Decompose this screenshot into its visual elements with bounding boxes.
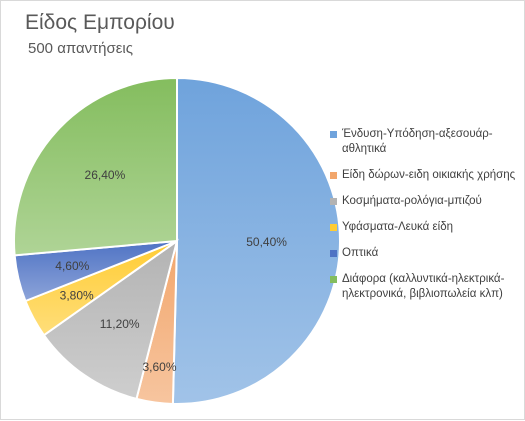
pie-data-labels: 50,40% 3,60% 11,20% 3,80% 4,60% 26,40%	[55, 168, 287, 374]
legend-swatch	[330, 198, 337, 205]
data-label-5: 4,60%	[55, 259, 89, 273]
legend-label: Οπτικά	[342, 247, 379, 259]
data-label-6: 26,40%	[85, 168, 126, 182]
legend-swatch	[330, 276, 337, 283]
data-label-3: 11,20%	[100, 317, 140, 331]
legend-label: Διάφορα (καλλυντικά-ηλεκτρικά-ηλεκτρονικ…	[342, 273, 505, 300]
chart-title: Είδος Εμπορίου	[25, 11, 175, 34]
legend-swatch	[330, 250, 337, 257]
legend-label: Υφάσματα-Λευκά είδη	[342, 221, 453, 233]
legend-entry-6: Διάφορα (καλλυντικά-ηλεκτρικά-ηλεκτρονικ…	[330, 272, 520, 302]
pie-slice-6	[13, 76, 178, 257]
legend-label: Ένδυση-Υπόδηση-αξεσουάρ-αθλητικά	[342, 128, 493, 155]
chart-legend: Ένδυση-Υπόδηση-αξεσουάρ-αθλητικά Είδη δώρ…	[330, 127, 520, 302]
pie-slice-1	[171, 76, 341, 405]
legend-label: Κοσμήματα-ρολόγια-μπιζού	[342, 195, 482, 207]
legend-entry-2: Είδη δώρων-ειδη οικιακής χρήσης	[330, 168, 520, 183]
legend-entry-4: Υφάσματα-Λευκά είδη	[330, 220, 520, 235]
legend-entry-3: Κοσμήματα-ρολόγια-μπιζού	[330, 194, 520, 209]
legend-label: Είδη δώρων-ειδη οικιακής χρήσης	[342, 169, 516, 181]
legend-swatch	[330, 172, 337, 179]
data-label-2: 3,60%	[142, 360, 176, 374]
legend-entry-5: Οπτικά	[330, 246, 520, 261]
data-label-1: 50,40%	[246, 235, 287, 249]
legend-swatch	[330, 224, 337, 231]
data-label-4: 3,80%	[60, 288, 94, 302]
pie-slices	[13, 76, 341, 405]
pie-slice-3	[42, 238, 179, 401]
chart-subtitle: 500 απαντήσεις	[28, 40, 133, 57]
legend-swatch	[330, 131, 337, 138]
legend-entry-1: Ένδυση-Υπόδηση-αξεσουάρ-αθλητικά	[330, 127, 520, 157]
